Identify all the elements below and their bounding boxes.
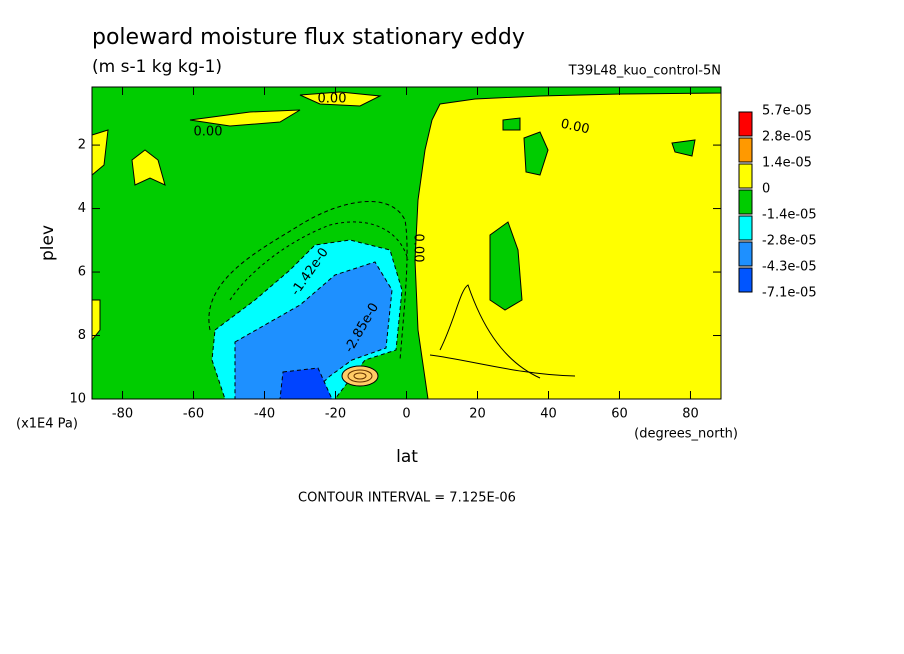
chart-subtitle: (m s-1 kg kg-1) [92,57,222,77]
contour-line [341,365,379,387]
x-tick-label: 80 [682,407,699,422]
x-tick-label: -40 [254,407,275,422]
axes: -80 -60 -40 -20 0 20 40 60 80 2 4 6 8 10 5.7e-05 2.8e-0… [69,86,817,422]
region-fill [502,117,521,131]
contour-label: 0.00 [411,234,426,263]
colorbar-label: 5.7e-05 [762,104,812,119]
colorbar-label: -2.8e-05 [762,234,817,249]
contour-line [347,369,373,383]
region-fill [523,131,549,176]
footnote: CONTOUR INTERVAL = 7.125E-06 [298,491,516,506]
colorbar-label: 1.4e-05 [762,156,812,171]
colorbar-box [738,267,753,293]
y-axis-label: plev [38,225,58,261]
chart-title: poleward moisture flux stationary eddy [92,25,525,50]
y-tick-label: 2 [78,138,86,153]
x-axis-label: lat [396,447,418,467]
colorbar-box [738,137,753,163]
contour-line [429,354,576,377]
x-units: (degrees_north) [634,427,738,442]
contour-line [229,221,409,301]
contour-label: 0.00 [318,92,347,107]
x-tick-label: 60 [611,407,628,422]
colorbar-label: 2.8e-05 [762,130,812,145]
colorbar-label: -7.1e-05 [762,286,817,301]
x-tick-label: 20 [469,407,486,422]
region-fill [299,91,382,107]
colorbar-box [738,241,753,267]
contour-label: 0.00 [194,125,223,140]
x-tick-label: -80 [112,407,133,422]
region-fill [671,139,696,157]
colorbar-box [738,189,753,215]
colorbar-box [738,111,753,137]
y-tick-label: 6 [78,265,86,280]
colorbar-label: -4.3e-05 [762,260,817,275]
contour-field: 0.00 0.00 0.00 0.00 -1.42e-0 -2.85e-0 [91,86,722,400]
y-units: (x1E4 Pa) [16,417,78,432]
contour-label: 0.00 [559,117,590,138]
dataset-label: T39L48_kuo_control-5N [568,64,721,79]
colorbar-box [738,163,753,189]
x-tick-label: -20 [325,407,346,422]
y-tick-label: 4 [78,201,86,216]
colorbar-box [738,215,753,241]
x-tick-label: -60 [183,407,204,422]
x-tick-label: 0 [402,407,410,422]
contour-line [208,201,408,361]
y-tick-label: 8 [78,328,86,343]
region-fill [189,109,301,127]
colorbar-label: 0 [762,182,770,197]
x-tick-label: 40 [540,407,557,422]
colorbar-label: -1.4e-05 [762,208,817,223]
region-fill [131,149,166,186]
contour-line [353,372,367,380]
y-tick-label: 10 [69,392,86,407]
contour-line [439,284,541,379]
region-fill [489,221,523,311]
region-fill [279,367,333,400]
